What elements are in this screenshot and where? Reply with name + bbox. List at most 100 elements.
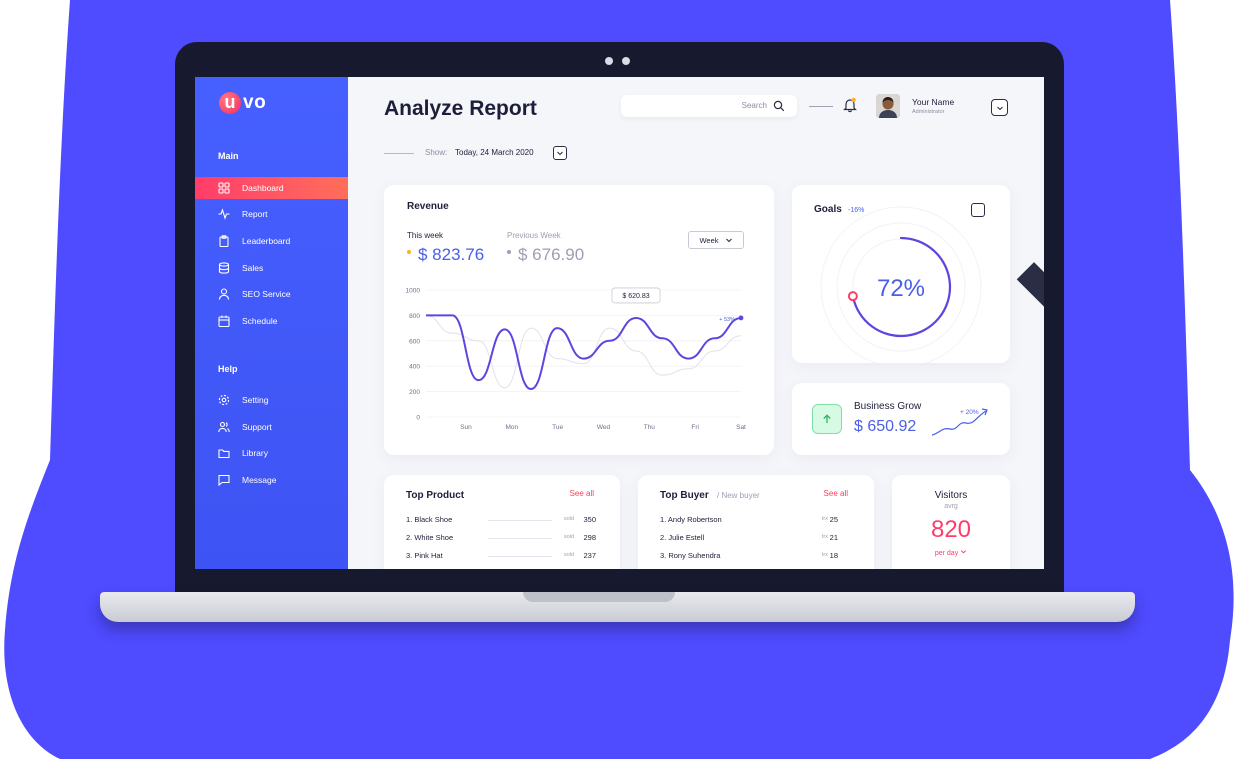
user-role: Administrator [912,109,945,115]
growth-sparkline [931,408,988,436]
goals-delta: -16% [848,207,865,214]
see-all-link[interactable]: See all [823,489,848,498]
date-dropdown-button[interactable] [553,146,567,160]
visitors-period: per day [934,550,959,557]
notification-bell-icon[interactable] [843,97,857,113]
goals-progress-arc [851,236,952,338]
list-item[interactable]: 2. Julie Estell trx 21 [660,533,850,545]
buyer-transactions: 25 [829,515,838,524]
y-tick-label: 400 [409,364,420,371]
divider [488,556,552,557]
chevron-down-icon [557,151,563,156]
chevron-down-icon [961,550,967,554]
user-menu-button[interactable] [991,99,1008,116]
x-tick-label: Mon [506,424,519,431]
y-tick-label: 600 [409,338,420,345]
legend-dot-this-week [407,250,411,254]
visitors-card: Visitors avrg 820 per day [892,475,1010,569]
sidebar-item-sales[interactable]: Sales [195,257,348,279]
top-product-card: Top Product See all 1. Black Shoe sold 3… [384,475,620,569]
show-label: Show: [425,148,448,157]
search-icon[interactable] [773,100,785,112]
sidebar-item-setting[interactable]: Setting [195,389,348,411]
chevron-down-icon [725,238,732,243]
camera-dot [605,57,613,65]
business-grow-title: Business Grow [854,401,922,412]
unit-label: trx [821,516,828,522]
chevron-down-icon [1016,262,1044,307]
search-input[interactable]: Search [621,95,797,117]
sidebar-item-seo-service[interactable]: SEO Service [195,283,348,305]
avatar[interactable] [876,94,900,118]
unit-label: sold [563,552,574,558]
grid-icon [218,182,230,194]
sidebar-item-message[interactable]: Message [195,469,348,491]
list-item[interactable]: 3. Pink Hat sold 237 [406,551,596,563]
x-tick-label: Sat [736,424,746,431]
sidebar-item-schedule[interactable]: Schedule [195,310,348,332]
visitors-title: Visitors [934,490,968,501]
sidebar-item-label: SEO Service [242,289,291,299]
dashboard-screen: u vo Main Dashboard Report Leaderboard S… [195,77,1044,569]
unit-label: trx [821,552,828,558]
series-line-this-week [426,314,742,391]
sidebar-item-label: Leaderboard [242,236,291,246]
goals-dropdown-button[interactable] [971,203,1044,307]
buyer-name: 1. Andy Robertson [660,515,722,524]
arrow-up-icon [812,404,842,434]
previous-week-value: $ 676.90 [518,245,585,264]
user-icon [218,288,230,300]
sidebar-item-dashboard[interactable]: Dashboard [195,177,348,199]
x-tick-label: Fri [691,424,699,431]
clipboard-icon [218,235,230,247]
message-icon [218,474,230,486]
brand-logo[interactable]: u vo [219,91,266,115]
buyer-name: 2. Julie Estell [660,533,705,542]
product-sold: 298 [583,533,596,542]
card-title: Top Buyer [660,490,709,501]
card-subtitle: / New buyer [717,491,760,500]
revenue-card: Revenue This week $ 823.76 Previous Week… [384,185,774,455]
divider [809,106,833,107]
business-grow-value: $ 650.92 [854,418,917,435]
visitors-period-select[interactable]: per day [892,548,1010,557]
this-week-label: This week [407,231,444,240]
x-tick-label: Sun [460,424,472,431]
previous-week-label: Previous Week [507,231,561,240]
see-all-link[interactable]: See all [569,489,594,498]
folder-icon [218,447,230,459]
period-select-value: Week [699,235,719,245]
product-sold: 237 [583,551,596,560]
business-grow-card: Business Grow $ 650.92 + 20% [792,383,1010,455]
card-title: Top Product [406,490,465,501]
sidebar-item-label: Sales [242,263,264,273]
visitors-value: 820 [930,516,972,543]
x-tick-label: Thu [644,424,656,431]
sidebar-item-leaderboard[interactable]: Leaderboard [195,230,348,252]
sidebar-item-label: Message [242,475,277,485]
gear-icon [218,394,230,406]
sidebar-item-label: Library [242,448,268,458]
laptop-notch [523,592,675,602]
sidebar-item-label: Support [242,422,272,432]
list-item[interactable]: 2. White Shoe sold 298 [406,533,596,545]
list-item[interactable]: 1. Andy Robertson trx 25 [660,515,850,527]
period-select[interactable]: Week [688,231,744,249]
y-tick-label: 0 [416,415,420,422]
sidebar-item-library[interactable]: Library [195,442,348,464]
list-item[interactable]: 1. Black Shoe sold 350 [406,515,596,527]
top-buyer-card: Top Buyer / New buyer See all 1. Andy Ro… [638,475,874,569]
product-name: 2. White Shoe [406,533,454,542]
sidebar-item-support[interactable]: Support [195,416,348,438]
unit-label: trx [821,534,828,540]
card-title: Revenue [407,201,449,212]
database-icon [218,262,230,274]
list-item[interactable]: 3. Rony Suhendra trx 18 [660,551,850,563]
sidebar-item-report[interactable]: Report [195,203,348,225]
goals-card: Goals -16% 72% [792,185,1044,363]
logo-text: vo [243,92,267,113]
sidebar: u vo Main Dashboard Report Leaderboard S… [195,77,348,569]
series-end-point [738,315,744,321]
series-line-previous [425,314,742,389]
divider [488,520,552,521]
